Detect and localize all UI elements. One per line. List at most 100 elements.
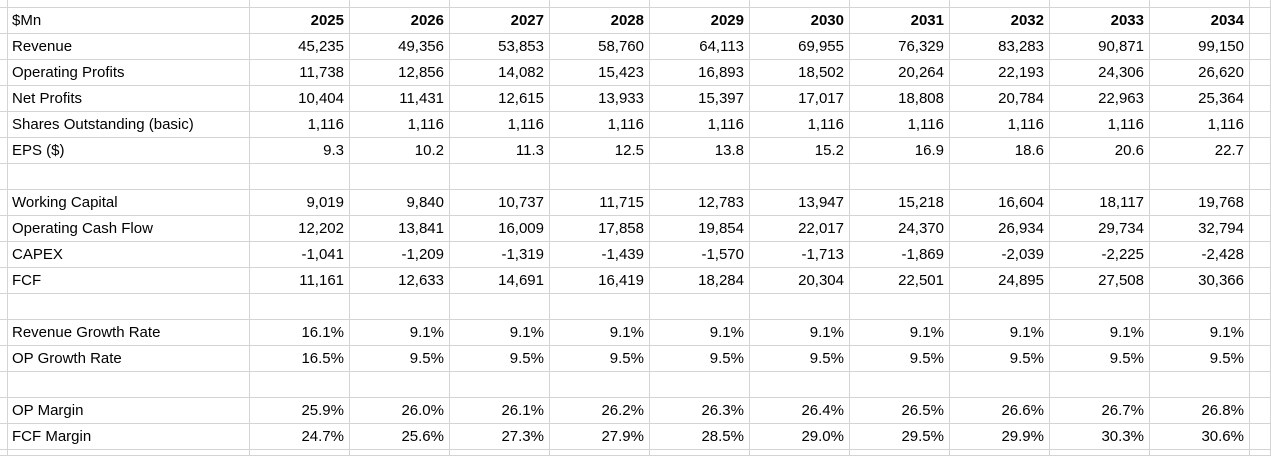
cell[interactable]: 11,431: [350, 86, 450, 112]
row-label[interactable]: Shares Outstanding (basic): [8, 112, 250, 138]
cell[interactable]: 1,116: [750, 112, 850, 138]
cell[interactable]: 12,856: [350, 60, 450, 86]
cell[interactable]: 14,691: [450, 268, 550, 294]
cell[interactable]: 1,116: [550, 112, 650, 138]
year-header[interactable]: 2031: [850, 8, 950, 34]
row-label[interactable]: Operating Cash Flow: [8, 216, 250, 242]
cell[interactable]: 1,116: [250, 112, 350, 138]
cell[interactable]: 17,017: [750, 86, 850, 112]
cell-spacer[interactable]: [8, 450, 250, 456]
cell[interactable]: 9.5%: [350, 346, 450, 372]
cell-spacer[interactable]: [950, 0, 1050, 8]
cell-spacer[interactable]: [0, 138, 8, 164]
cell-spacer[interactable]: [0, 8, 8, 34]
cell[interactable]: 29.5%: [850, 424, 950, 450]
row-label[interactable]: CAPEX: [8, 242, 250, 268]
cell-spacer[interactable]: [1250, 138, 1271, 164]
cell[interactable]: [350, 294, 450, 320]
year-header[interactable]: 2025: [250, 8, 350, 34]
cell[interactable]: 26,620: [1150, 60, 1250, 86]
cell[interactable]: 24,370: [850, 216, 950, 242]
cell-spacer[interactable]: [1250, 190, 1271, 216]
cell-spacer[interactable]: [1250, 60, 1271, 86]
cell[interactable]: [350, 164, 450, 190]
cell-spacer[interactable]: [1250, 216, 1271, 242]
cell-spacer[interactable]: [0, 398, 8, 424]
row-label[interactable]: [8, 372, 250, 398]
cell[interactable]: 9,840: [350, 190, 450, 216]
cell[interactable]: 9.1%: [1150, 320, 1250, 346]
row-label[interactable]: Working Capital: [8, 190, 250, 216]
cell[interactable]: 76,329: [850, 34, 950, 60]
cell-spacer[interactable]: [750, 0, 850, 8]
cell-spacer[interactable]: [8, 0, 250, 8]
cell[interactable]: 22,193: [950, 60, 1050, 86]
cell[interactable]: -1,041: [250, 242, 350, 268]
cell[interactable]: [950, 372, 1050, 398]
cell[interactable]: 18,117: [1050, 190, 1150, 216]
cell-spacer[interactable]: [1250, 294, 1271, 320]
cell-spacer[interactable]: [350, 450, 450, 456]
cell[interactable]: 26,934: [950, 216, 1050, 242]
cell[interactable]: 25,364: [1150, 86, 1250, 112]
cell-spacer[interactable]: [1250, 450, 1271, 456]
cell[interactable]: 29,734: [1050, 216, 1150, 242]
cell[interactable]: 12,633: [350, 268, 450, 294]
row-label[interactable]: Revenue: [8, 34, 250, 60]
cell[interactable]: 32,794: [1150, 216, 1250, 242]
cell-spacer[interactable]: [450, 450, 550, 456]
cell[interactable]: [1050, 164, 1150, 190]
cell[interactable]: 27.9%: [550, 424, 650, 450]
cell[interactable]: 16.9: [850, 138, 950, 164]
row-label[interactable]: OP Margin: [8, 398, 250, 424]
cell[interactable]: 16,893: [650, 60, 750, 86]
cell[interactable]: 20.6: [1050, 138, 1150, 164]
cell[interactable]: 19,768: [1150, 190, 1250, 216]
cell[interactable]: [850, 294, 950, 320]
cell[interactable]: 11,715: [550, 190, 650, 216]
row-label[interactable]: FCF: [8, 268, 250, 294]
row-label[interactable]: OP Growth Rate: [8, 346, 250, 372]
cell-spacer[interactable]: [850, 0, 950, 8]
row-label[interactable]: [8, 294, 250, 320]
cell-spacer[interactable]: [550, 450, 650, 456]
cell-spacer[interactable]: [0, 372, 8, 398]
cell-spacer[interactable]: [0, 60, 8, 86]
cell-spacer[interactable]: [950, 450, 1050, 456]
cell[interactable]: [450, 372, 550, 398]
cell[interactable]: 18,808: [850, 86, 950, 112]
cell[interactable]: 99,150: [1150, 34, 1250, 60]
cell-spacer[interactable]: [550, 0, 650, 8]
cell[interactable]: 26.2%: [550, 398, 650, 424]
cell[interactable]: 18,284: [650, 268, 750, 294]
year-header[interactable]: 2033: [1050, 8, 1150, 34]
cell-spacer[interactable]: [1250, 424, 1271, 450]
cell[interactable]: 1,116: [850, 112, 950, 138]
cell[interactable]: 1,116: [1050, 112, 1150, 138]
cell[interactable]: 9.5%: [1150, 346, 1250, 372]
cell[interactable]: -1,209: [350, 242, 450, 268]
row-label[interactable]: EPS ($): [8, 138, 250, 164]
row-label[interactable]: Operating Profits: [8, 60, 250, 86]
cell[interactable]: [550, 372, 650, 398]
year-header[interactable]: 2027: [450, 8, 550, 34]
cell-spacer[interactable]: [350, 0, 450, 8]
cell[interactable]: 26.6%: [950, 398, 1050, 424]
cell[interactable]: 9.1%: [450, 320, 550, 346]
cell[interactable]: [1150, 372, 1250, 398]
cell[interactable]: 20,784: [950, 86, 1050, 112]
cell[interactable]: 24.7%: [250, 424, 350, 450]
cell[interactable]: [1150, 294, 1250, 320]
cell[interactable]: 24,306: [1050, 60, 1150, 86]
cell-spacer[interactable]: [1250, 112, 1271, 138]
cell-spacer[interactable]: [0, 86, 8, 112]
cell[interactable]: 11,738: [250, 60, 350, 86]
cell[interactable]: 26.1%: [450, 398, 550, 424]
cell[interactable]: 22,017: [750, 216, 850, 242]
cell-spacer[interactable]: [1250, 86, 1271, 112]
cell-spacer[interactable]: [0, 268, 8, 294]
cell[interactable]: 15,423: [550, 60, 650, 86]
cell[interactable]: 9.5%: [750, 346, 850, 372]
cell[interactable]: 10.2: [350, 138, 450, 164]
cell[interactable]: 25.9%: [250, 398, 350, 424]
